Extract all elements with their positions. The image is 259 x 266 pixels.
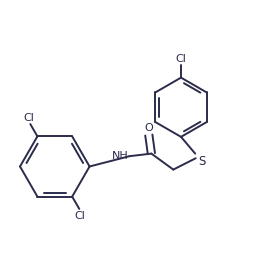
Text: S: S: [198, 155, 205, 168]
Text: Cl: Cl: [74, 211, 85, 221]
Text: NH: NH: [111, 151, 128, 161]
Text: O: O: [144, 123, 153, 133]
Text: Cl: Cl: [176, 54, 186, 64]
Text: Cl: Cl: [24, 113, 34, 123]
